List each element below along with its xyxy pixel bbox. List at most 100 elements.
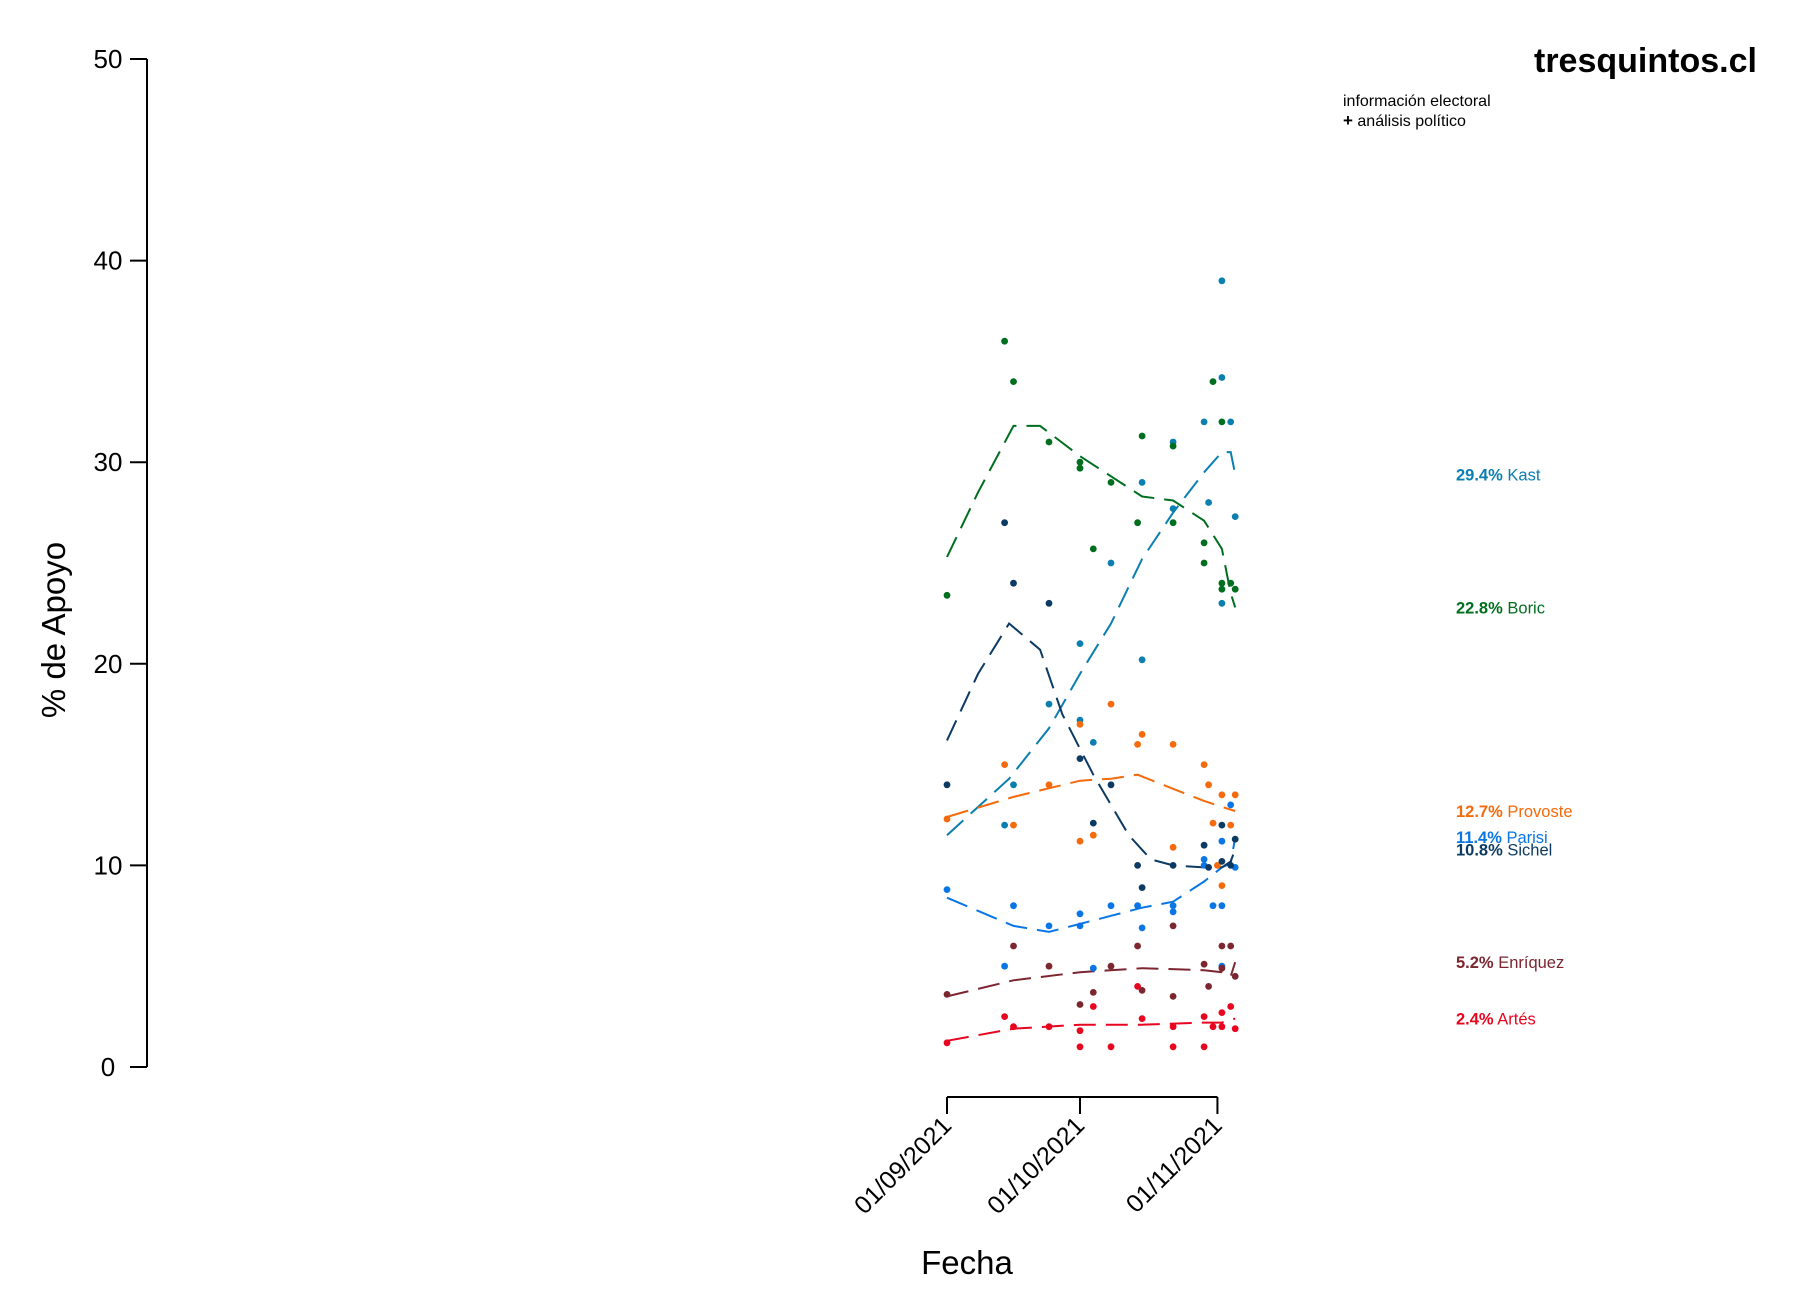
poll-point-provoste (1076, 837, 1084, 845)
poll-point-enriquez (1089, 989, 1097, 996)
poll-point-parisi (1001, 962, 1008, 970)
poll-point-provoste (1169, 741, 1177, 748)
brand-name: tresquintos.cl (1534, 42, 1757, 80)
poll-point-boric (1076, 458, 1084, 466)
poll-point-boric (1107, 479, 1115, 486)
poll-point-kast (1107, 559, 1115, 567)
poll-point-parisi (1045, 922, 1053, 930)
y-tick-label: 50 (94, 44, 123, 74)
poll-point-kast (1089, 739, 1097, 746)
trend-line-provoste (946, 773, 1236, 818)
poll-point-boric (1169, 519, 1177, 527)
poll-point-parisi (1089, 964, 1097, 972)
label-kast: 29.4% Kast (1456, 466, 1541, 484)
poll-point-enriquez (1227, 942, 1235, 950)
x-tick-label: 01/09/2021 (849, 1111, 957, 1219)
poll-point-sichel (1001, 519, 1008, 527)
poll-point-artes (1010, 1023, 1017, 1031)
poll-point-enriquez (1010, 942, 1017, 950)
poll-point-provoste (1089, 831, 1097, 839)
brand-tagline-2-text: análisis político (1357, 113, 1466, 130)
poll-point-boric (1089, 545, 1097, 553)
poll-point-sichel (1205, 864, 1212, 871)
poll-point-boric (1231, 585, 1239, 593)
label-name-sichel: Sichel (1503, 841, 1553, 859)
poll-point-provoste (1010, 821, 1017, 829)
label-value-kast: 29.4% (1456, 466, 1503, 484)
poll-point-artes (1089, 1003, 1097, 1010)
poll-point-sichel (1076, 755, 1084, 762)
poll-point-sichel (1089, 819, 1097, 827)
poll-point-provoste (1045, 781, 1053, 789)
poll-point-parisi (1138, 924, 1146, 932)
poll-point-enriquez (1218, 964, 1226, 972)
poll-point-sichel (1010, 579, 1017, 587)
poll-point-sichel (1138, 884, 1146, 891)
label-provoste: 12.7% Provoste (1456, 803, 1573, 821)
label-name-parisi: Parisi (1502, 829, 1548, 847)
y-axis-title: % de Apoyo (35, 542, 72, 718)
poll-point-sichel (1227, 862, 1235, 869)
poll-point-sichel (943, 781, 951, 789)
poll-point-enriquez (1134, 942, 1141, 950)
x-tick-label: 01/11/2021 (1121, 1111, 1228, 1218)
poll-point-kast (1138, 656, 1146, 664)
poll-point-enriquez (1169, 993, 1177, 1000)
poll-point-artes (1076, 1043, 1084, 1051)
poll-point-parisi (1134, 902, 1141, 910)
poll-point-provoste (1001, 761, 1008, 768)
label-boric: 22.8% Boric (1456, 599, 1545, 617)
poll-point-provoste (1214, 862, 1221, 869)
poll-point-artes (1169, 1023, 1177, 1031)
poll-point-sichel (1169, 862, 1177, 869)
poll-point-artes (1209, 1023, 1217, 1031)
label-value-artes: 2.4% (1456, 1011, 1494, 1029)
poll-point-parisi (1200, 856, 1208, 863)
poll-point-artes (1227, 1003, 1235, 1010)
poll-point-parisi (1076, 922, 1084, 930)
poll-point-parisi (1169, 908, 1177, 916)
x-tick-label: 01/10/2021 (982, 1111, 1090, 1219)
label-value-provoste: 12.7% (1456, 803, 1503, 821)
candidate-labels: 29.4% Kast 22.8% Boric 12.7% Provoste 11.4%… (1456, 466, 1573, 1028)
poll-point-kast (1205, 499, 1212, 506)
poll-point-kast (1227, 418, 1235, 426)
poll-point-boric (1010, 378, 1017, 385)
poll-point-boric (1169, 442, 1177, 450)
y-axis: 0 10 20 30 40 50 (94, 44, 148, 1082)
poll-point-provoste (1200, 761, 1208, 768)
poll-point-enriquez (1231, 972, 1239, 980)
label-value-parisi: 11.4% (1456, 829, 1502, 847)
poll-point-provoste (1218, 791, 1226, 799)
poll-point-boric (1209, 378, 1217, 385)
poll-point-parisi (1076, 910, 1084, 918)
plus-symbol: + (1343, 111, 1353, 130)
poll-point-enriquez (1218, 942, 1226, 950)
poll-point-boric (1227, 579, 1235, 587)
poll-point-enriquez (1138, 987, 1146, 994)
poll-point-boric (1138, 432, 1146, 440)
poll-point-sichel (1045, 599, 1053, 607)
poll-point-provoste (1205, 781, 1212, 789)
poll-point-provoste (1107, 700, 1115, 708)
poll-point-sichel (1107, 781, 1115, 789)
poll-point-parisi (943, 886, 951, 893)
poll-point-kast (1200, 418, 1208, 426)
poll-point-sichel (1200, 841, 1208, 849)
poll-point-parisi (1209, 902, 1217, 910)
poll-point-provoste (1227, 821, 1235, 829)
poll-point-kast (1218, 277, 1226, 285)
poll-point-boric (1001, 337, 1008, 345)
poll-point-kast (1231, 513, 1239, 520)
y-tick-label: 10 (94, 850, 123, 880)
poll-point-boric (1218, 585, 1226, 593)
poll-point-artes (1107, 1043, 1115, 1051)
y-tick-label: 20 (94, 649, 123, 679)
poll-point-kast (1076, 640, 1084, 647)
poll-point-enriquez (1045, 962, 1053, 970)
poll-point-parisi (1227, 801, 1235, 809)
poll-point-parisi (1218, 902, 1226, 910)
label-enriquez: 5.2% Enríquez (1456, 954, 1564, 972)
y-tick-label: 30 (94, 447, 123, 477)
trend-line-enriquez (946, 961, 1237, 998)
